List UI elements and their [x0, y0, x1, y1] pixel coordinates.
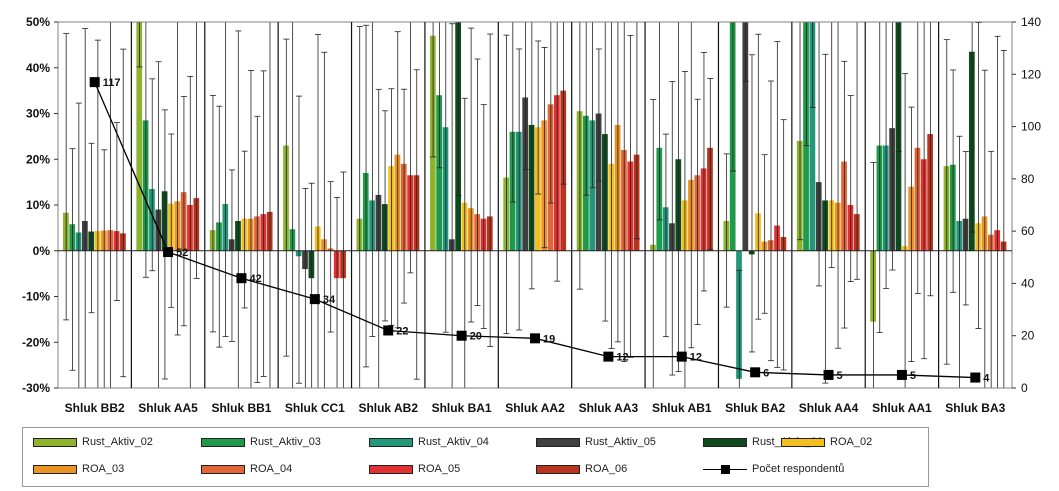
legend-swatch-icon: [536, 437, 580, 447]
legend-swatch-icon: [703, 437, 747, 447]
legend-swatch-icon: [369, 464, 413, 474]
respondents-point: [89, 77, 100, 88]
bar: [809, 22, 816, 251]
y-left-tick-label: -30%: [22, 381, 50, 395]
respondents-data-label: 5: [837, 370, 843, 382]
y-right-tick-label: 120: [1021, 67, 1041, 81]
legend-label: Rust_Aktiv_03: [250, 436, 321, 448]
y-left-tick-label: -20%: [22, 335, 50, 349]
respondents-point: [163, 247, 174, 258]
respondents-point: [676, 351, 687, 362]
respondents-data-label: 20: [470, 331, 482, 343]
bar: [742, 22, 749, 251]
respondents-data-label: 52: [176, 247, 188, 259]
legend-swatch-icon: [536, 464, 580, 474]
respondents-point: [970, 372, 981, 383]
y-right-tick-label: 40: [1021, 276, 1035, 290]
y-right-tick-label: 0: [1021, 381, 1028, 395]
y-right-tick-label: 60: [1021, 224, 1035, 238]
legend-swatch-icon: [369, 437, 413, 447]
respondents-point: [530, 333, 540, 344]
category-label: Shluk AB1: [652, 401, 712, 415]
y-right-tick-label: 80: [1021, 172, 1035, 186]
legend-label: ROA_06: [585, 463, 628, 475]
respondents-data-label: 12: [616, 352, 628, 364]
respondents-data-label: 34: [323, 294, 336, 306]
legend-label: ROA_04: [250, 463, 293, 475]
tick-labels-layer: 50%40%30%20%10%0%-10%-20%-30%14012010080…: [22, 15, 1041, 415]
bar: [595, 113, 602, 251]
legend-item: ROA_04: [201, 461, 292, 477]
legend-item: Počet respondentů: [703, 461, 844, 477]
legend-item: ROA_02: [781, 434, 872, 450]
y-left-tick-label: -10%: [22, 290, 50, 304]
y-right-tick-label: 100: [1021, 120, 1041, 134]
legend-item: Rust_Aktiv_04: [369, 434, 489, 450]
y-left-tick-label: 10%: [26, 198, 50, 212]
legend-label: Počet respondentů: [752, 463, 845, 475]
legend-swatch-icon: [201, 464, 245, 474]
respondents-line-layer: [89, 77, 981, 383]
y-left-tick-label: 30%: [26, 107, 50, 121]
legend-label: Rust_Aktiv_04: [418, 436, 489, 448]
y-left-tick-label: 40%: [26, 61, 50, 75]
respondents-data-label: 117: [103, 77, 121, 89]
legend-swatch-icon: [201, 437, 245, 447]
legend-item: ROA_05: [369, 461, 460, 477]
category-label: Shluk BA3: [945, 401, 1005, 415]
legend-swatch-icon: [781, 437, 825, 447]
respondents-data-label: 19: [543, 333, 555, 345]
legend-label: ROA_02: [830, 436, 873, 448]
category-label: Shluk AA2: [505, 401, 565, 415]
category-label: Shluk CC1: [285, 401, 345, 415]
y-left-tick-label: 0%: [33, 244, 51, 258]
legend-item: ROA_03: [33, 461, 124, 477]
category-label: Shluk AB2: [358, 401, 418, 415]
legend-swatch-icon: [33, 464, 77, 474]
legend: Rust_Aktiv_02 Rust_Aktiv_03 Rust_Aktiv_04 R…: [22, 427, 929, 487]
y-left-tick-label: 20%: [26, 152, 50, 166]
legend-line-icon: [703, 464, 747, 474]
legend-item: Rust_Aktiv_03: [201, 434, 321, 450]
respondents-point: [309, 294, 320, 305]
category-label: Shluk BB2: [65, 401, 125, 415]
respondents-point: [896, 369, 907, 380]
category-label: Shluk AA5: [138, 401, 198, 415]
respondents-point: [750, 367, 761, 378]
y-right-tick-label: 140: [1021, 15, 1041, 29]
legend-swatch-icon: [33, 437, 77, 447]
respondents-data-label: 22: [396, 325, 408, 337]
y-left-tick-label: 50%: [26, 15, 50, 29]
category-label: Shluk AA3: [579, 401, 639, 415]
legend-label: Rust_Aktiv_05: [585, 436, 656, 448]
y-right-tick-label: 20: [1021, 329, 1035, 343]
bar: [436, 95, 442, 251]
legend-label: Rust_Aktiv_02: [82, 436, 153, 448]
category-label: Shluk AA4: [799, 401, 859, 415]
respondents-point: [603, 351, 614, 362]
bar: [136, 22, 143, 251]
respondents-data-label: 42: [249, 273, 261, 285]
respondents-data-label: 12: [690, 352, 702, 364]
respondents-point: [383, 325, 394, 336]
respondents-point: [456, 330, 467, 341]
category-label: Shluk BA2: [725, 401, 785, 415]
respondents-data-label: 4: [983, 373, 990, 385]
legend-item: Rust_Aktiv_02: [33, 434, 153, 450]
legend-label: ROA_05: [418, 463, 461, 475]
category-label: Shluk BA1: [432, 401, 492, 415]
category-label: Shluk BB1: [211, 401, 271, 415]
bar: [522, 97, 529, 251]
respondents-data-label: 5: [910, 370, 916, 382]
axes-layer: [54, 21, 1016, 389]
legend-item: Rust_Aktiv_05: [536, 434, 656, 450]
respondents-point: [236, 273, 247, 284]
legend-label: ROA_03: [82, 463, 125, 475]
respondents-point: [823, 369, 834, 380]
category-label: Shluk AA1: [872, 401, 932, 415]
respondents-data-label: 6: [763, 367, 769, 379]
legend-item: ROA_06: [536, 461, 627, 477]
